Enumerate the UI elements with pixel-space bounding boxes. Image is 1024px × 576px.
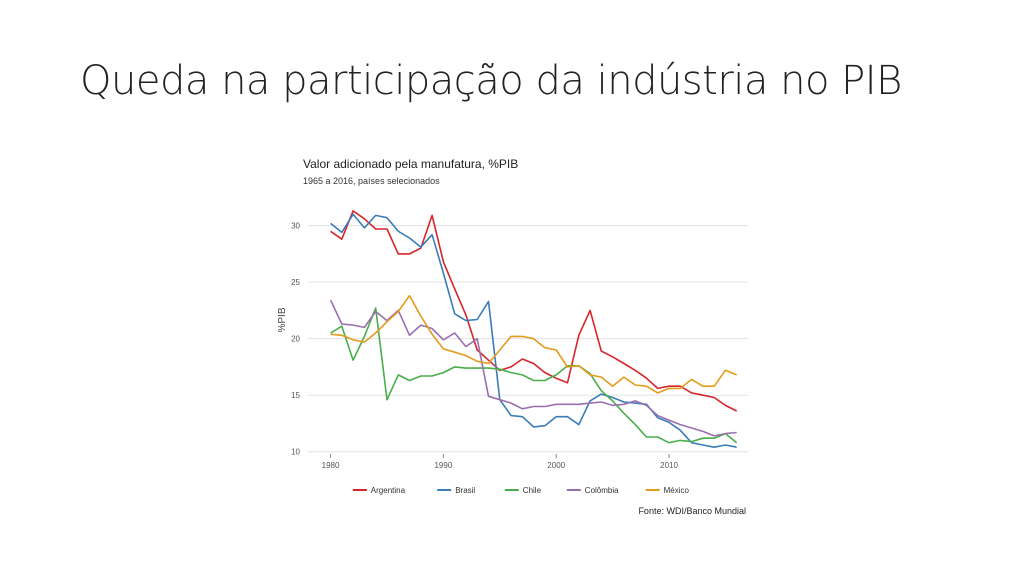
y-tick-label: 10 [291, 448, 300, 457]
y-tick-label: 30 [291, 222, 300, 231]
series-lines [329, 210, 738, 449]
legend-label: México [664, 486, 690, 495]
y-tick-label: 20 [291, 335, 300, 344]
y-tick-label: 15 [291, 391, 300, 400]
x-tick-label: 2010 [660, 461, 678, 470]
series-line-argentina [330, 210, 738, 412]
chart-subtitle: 1965 a 2016, países selecionados [303, 176, 440, 186]
y-axis-label: %PIB [277, 307, 288, 332]
y-tick-labels: 10 15 20 25 30 [291, 222, 300, 457]
series-line-brasil [330, 213, 737, 449]
grid-lines [308, 225, 748, 453]
x-tick-label: 1990 [434, 461, 452, 470]
series-line-colômbia [329, 299, 737, 437]
y-tick-label: 25 [291, 278, 300, 287]
source-note: Fonte: WDI/Banco Mundial [638, 506, 746, 516]
line-chart: Valor adicionado pela manufatura, %PIB 1… [277, 157, 748, 516]
series-line-chile [330, 307, 738, 444]
chart-container: Valor adicionado pela manufatura, %PIB 1… [270, 148, 760, 528]
legend-label: Colômbia [585, 486, 619, 495]
x-tick-label: 1980 [322, 461, 340, 470]
legend-label: Argentina [371, 486, 406, 495]
x-tick-label: 2000 [547, 461, 565, 470]
legend-label: Brasil [455, 486, 475, 495]
chart-title: Valor adicionado pela manufatura, %PIB [303, 157, 518, 171]
legend: Argentina Brasil Chile Colômbia México [352, 486, 690, 495]
legend-label: Chile [523, 486, 542, 495]
slide-title: Queda na participação da indústria no PI… [80, 58, 902, 104]
x-tick-labels: 1980 1990 2000 2010 [322, 454, 678, 470]
series-line-méxico [330, 294, 738, 394]
